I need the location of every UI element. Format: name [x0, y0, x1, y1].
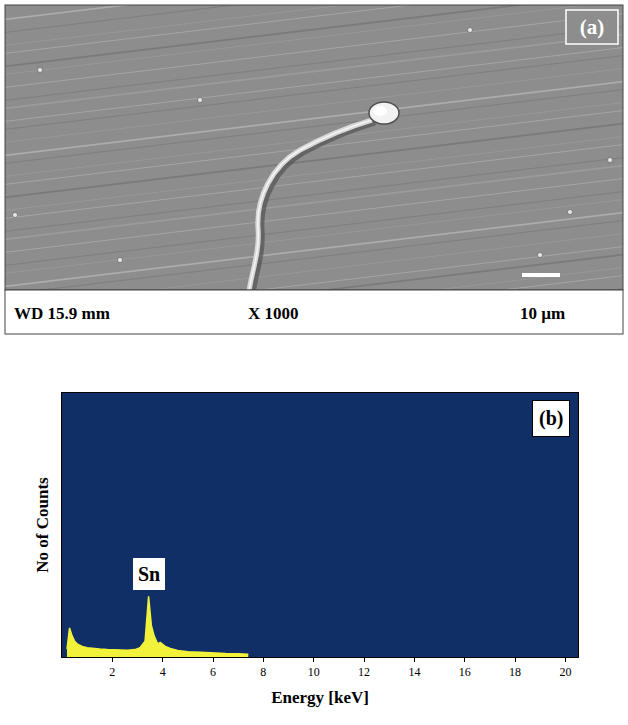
svg-text:4: 4 — [160, 665, 166, 679]
svg-text:8: 8 — [260, 665, 266, 679]
svg-text:14: 14 — [408, 665, 420, 679]
svg-text:12: 12 — [358, 665, 370, 679]
svg-text:(b): (b) — [539, 407, 563, 430]
svg-text:18: 18 — [509, 665, 521, 679]
svg-text:Energy [keV]: Energy [keV] — [271, 688, 369, 707]
svg-text:Sn: Sn — [138, 563, 160, 585]
svg-text:(a): (a) — [580, 15, 605, 39]
svg-text:10 µm: 10 µm — [520, 304, 565, 323]
svg-text:6: 6 — [210, 665, 216, 679]
svg-text:10: 10 — [308, 665, 320, 679]
svg-text:No of Counts: No of Counts — [33, 477, 52, 573]
svg-text:X 1000: X 1000 — [248, 304, 299, 323]
svg-text:WD 15.9 mm: WD 15.9 mm — [14, 304, 110, 323]
svg-text:20: 20 — [559, 665, 571, 679]
svg-text:2: 2 — [109, 665, 115, 679]
svg-text:16: 16 — [459, 665, 471, 679]
